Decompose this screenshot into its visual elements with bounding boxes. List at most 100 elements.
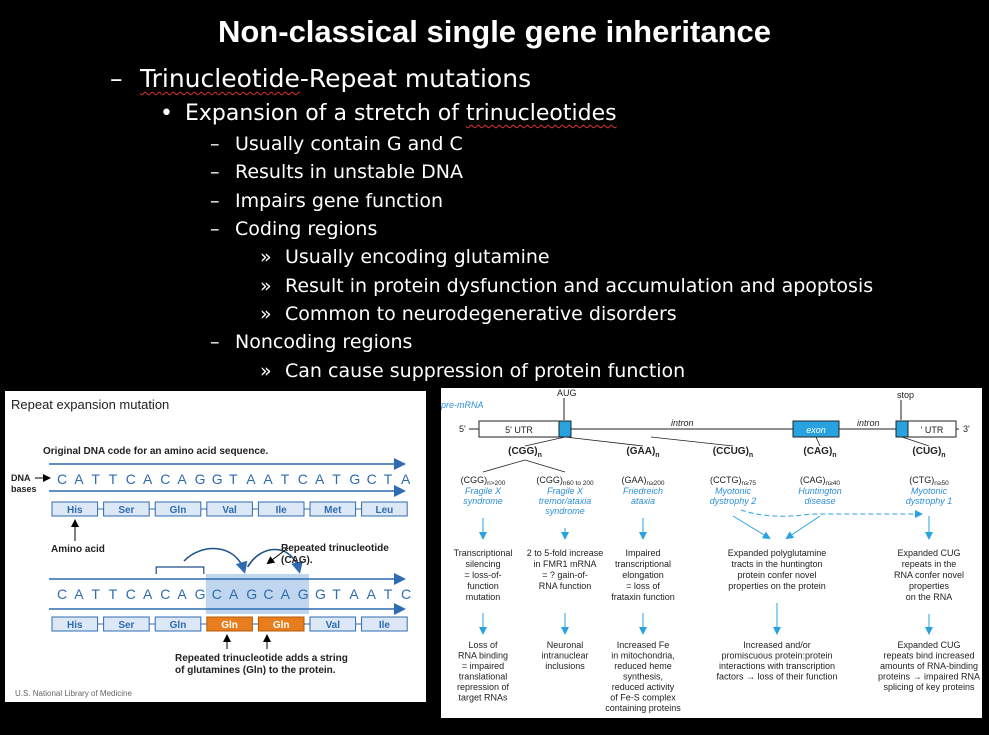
- dna-base: G: [212, 471, 223, 487]
- bases-label: bases: [11, 484, 37, 494]
- outcome-text: of Fe-S complex: [610, 693, 676, 703]
- disease-name: Myotonic: [715, 486, 752, 496]
- aug-label: AUG: [557, 388, 577, 398]
- bullet-marker: »: [260, 303, 272, 325]
- copy-arrow-1: [183, 547, 248, 574]
- shared-outcome-text: Expanded CUG: [897, 640, 960, 650]
- repeat-connector: [815, 436, 821, 447]
- repeat-header: (CCUG)n: [713, 446, 753, 459]
- bullet-text: Trinucleotide-Repeat mutations: [140, 64, 532, 93]
- outcome-text: target RNAs: [458, 693, 508, 703]
- bullet-text: Can cause suppression of protein functio…: [285, 360, 686, 382]
- dna-base: A: [246, 471, 256, 487]
- dna-base: T: [109, 471, 118, 487]
- bullet-marker: •: [160, 101, 173, 126]
- shared-mechanism-text: tracts in the huntington: [731, 559, 822, 569]
- original-cag-bracket: [155, 566, 205, 574]
- shared-outcome-text: amounts of RNA-binding: [880, 661, 978, 671]
- repeat-header: (CAG)n: [803, 446, 836, 459]
- five-prime-end: 5': [459, 424, 466, 434]
- outcome-text: reduced heme: [614, 661, 672, 671]
- repeat-connector: [650, 436, 734, 447]
- dna-base: C: [126, 471, 136, 487]
- mechanism-text: function: [467, 581, 499, 591]
- dna-base: G: [195, 586, 206, 602]
- shared-outcome-text: promiscuous protein:protein: [721, 651, 832, 661]
- disease-name: tremor/ataxia: [539, 496, 592, 506]
- exon3-box: [895, 420, 909, 438]
- outcome-text: translational: [459, 672, 508, 682]
- dna-base: A: [315, 471, 325, 487]
- dna-base: G: [246, 586, 257, 602]
- bullet-marker: –: [210, 190, 220, 212]
- outcome-text: Loss of: [468, 640, 498, 650]
- dna-base: A: [143, 471, 153, 487]
- disease-name: syndrome: [463, 496, 503, 506]
- amino-acid-box: [361, 501, 408, 517]
- intron-label-1: intron: [671, 418, 694, 428]
- shared-mechanism-text: Expanded CUG: [897, 548, 960, 558]
- dna-base: T: [91, 471, 100, 487]
- bullet-text: Impairs gene function: [235, 190, 443, 212]
- bullet-marker: »: [260, 275, 272, 297]
- shared-mechanism-text: properties: [909, 581, 950, 591]
- bullet-marker: –: [210, 218, 220, 240]
- pre-mrna-label: pre-mRNA: [441, 400, 484, 410]
- disease-name: dystrophy 1: [906, 496, 953, 506]
- amino-acid-label: His: [67, 505, 83, 516]
- shared-mechanism-text: repeats in the: [902, 559, 957, 569]
- mechanism-text: Impaired: [625, 548, 660, 558]
- dna-label: DNA: [11, 473, 31, 483]
- bullet-text: Noncoding regions: [235, 331, 413, 353]
- shared-outcome-text: repeats bind increased: [883, 651, 974, 661]
- dna-base: C: [367, 471, 377, 487]
- shared-outcome-text: Increased and/or: [743, 640, 811, 650]
- shared-mechanism-text: Expanded polyglutamine: [728, 548, 827, 558]
- repeat-connector: [564, 436, 644, 447]
- mechanism-text: 2 to 5-fold increase: [527, 548, 604, 558]
- dna-base: G: [298, 586, 309, 602]
- shared-mechanism-text: on the RNA: [906, 592, 953, 602]
- bottom-caption: Repeated trinucleotide adds a string: [175, 653, 348, 664]
- disease-name: Myotonic: [911, 486, 948, 496]
- amino-acid-label: Ile: [276, 505, 288, 516]
- amino-acid-label: Ser: [118, 505, 134, 516]
- stop-label: stop: [897, 390, 914, 400]
- bullet-marker: »: [260, 246, 272, 268]
- ccug-to-a-arrow: [732, 515, 771, 540]
- outcome-text: in mitochondria,: [611, 651, 675, 661]
- dna-base: A: [367, 586, 377, 602]
- dna-base: T: [91, 586, 100, 602]
- dna-base: C: [212, 586, 222, 602]
- mechanism-text: mutation: [466, 592, 501, 602]
- bullet-text: Result in protein dysfunction and accumu…: [285, 275, 874, 297]
- amino-acid-label: Val: [222, 505, 237, 516]
- outcome-text: Neuronal: [547, 640, 584, 650]
- bullet-text: Coding regions: [235, 218, 378, 240]
- dna-base: T: [229, 471, 238, 487]
- figure-subtitle: Original DNA code for an amino acid sequ…: [43, 446, 268, 457]
- repeat-expansion-figure: Repeat expansion mutation Original DNA co…: [5, 391, 426, 702]
- disease-name: dystrophy 2: [710, 496, 757, 506]
- cag-to-a-arrow: [785, 515, 821, 540]
- disease-name: Fragile X: [465, 486, 502, 496]
- repeat-header: (GAA)n: [626, 446, 659, 459]
- dna-base: C: [263, 586, 273, 602]
- mechanism-text: frataxin function: [611, 592, 675, 602]
- dna-base: A: [349, 586, 359, 602]
- repeat-caption: (CAG).: [281, 555, 313, 566]
- dna-base: T: [332, 471, 341, 487]
- shared-mechanism-text: protein confer novel: [737, 570, 816, 580]
- exon-label: exon: [806, 425, 826, 435]
- bullet-text: Usually contain G and C: [235, 133, 463, 155]
- mechanism-text: RNA function: [539, 581, 592, 591]
- bullet-marker: –: [110, 64, 123, 93]
- slide-title: Non-classical single gene inheritance: [217, 14, 772, 49]
- spellcheck-underline: trinucleotides: [466, 101, 617, 126]
- utr3-label: ' UTR: [921, 425, 944, 435]
- bullet-text: Common to neurodegenerative disorders: [285, 303, 677, 325]
- outcome-text: inclusions: [545, 661, 585, 671]
- dna-base: A: [263, 471, 273, 487]
- shared-outcome-text: proteins → impaired RNA: [878, 672, 980, 682]
- repeat-header: (CUG)n: [912, 446, 945, 459]
